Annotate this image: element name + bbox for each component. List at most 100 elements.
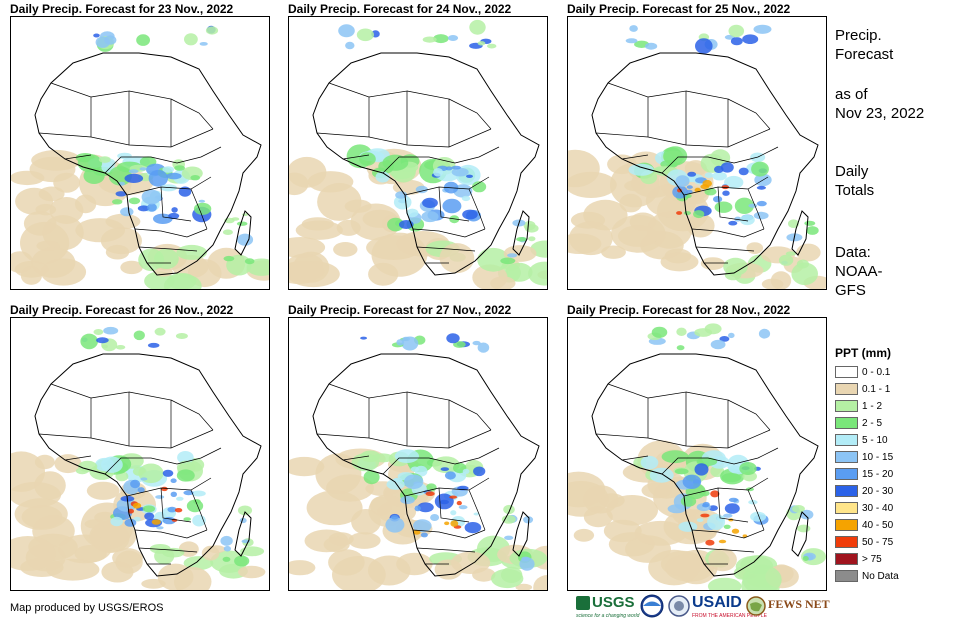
usaid-text: USAID bbox=[692, 594, 742, 611]
precip-blob bbox=[317, 182, 362, 221]
precip-blob bbox=[466, 174, 473, 178]
precip-blob bbox=[155, 495, 165, 499]
country-border bbox=[104, 156, 178, 174]
precip-blob bbox=[686, 213, 715, 238]
precip-blob bbox=[167, 272, 197, 289]
precip-blob bbox=[503, 504, 515, 515]
precip-blob bbox=[74, 194, 97, 214]
precip-blob bbox=[734, 197, 754, 214]
precip-blob bbox=[464, 522, 482, 534]
doi-logo bbox=[668, 594, 690, 622]
precip-blob bbox=[758, 328, 771, 339]
country-border bbox=[661, 156, 735, 174]
precip-blob bbox=[396, 339, 405, 346]
precip-blob bbox=[723, 513, 733, 518]
precip-blob bbox=[700, 184, 710, 190]
precip-blob bbox=[649, 467, 674, 483]
precip-blob bbox=[516, 237, 528, 242]
precip-blob bbox=[414, 505, 421, 512]
country-border bbox=[404, 477, 490, 497]
precip-blob bbox=[425, 483, 437, 492]
map-credit: Map produced by USGS/EROS bbox=[10, 602, 164, 614]
precip-blob bbox=[115, 345, 126, 350]
legend-swatch bbox=[835, 383, 858, 395]
precip-blob bbox=[238, 565, 266, 579]
panel-title: Daily Precip. Forecast for 28 Nov., 2022 bbox=[567, 303, 791, 317]
precip-blob bbox=[367, 555, 411, 586]
precip-blob bbox=[724, 503, 740, 514]
precip-blob bbox=[35, 203, 57, 216]
precip-blob bbox=[148, 169, 168, 187]
precip-blob bbox=[124, 518, 137, 527]
country-border bbox=[448, 399, 492, 431]
precip-blob bbox=[110, 516, 123, 527]
forecast-panel-2: Daily Precip. Forecast for 24 Nov., 2022 bbox=[288, 2, 548, 292]
precip-blob bbox=[433, 34, 449, 44]
precip-blob bbox=[223, 255, 235, 262]
precip-blob bbox=[806, 226, 819, 235]
precip-blob bbox=[568, 221, 613, 256]
precip-blob bbox=[444, 521, 450, 526]
country-border bbox=[406, 391, 450, 448]
country-border bbox=[454, 146, 500, 164]
africa-coastline bbox=[312, 353, 540, 577]
precip-field bbox=[11, 25, 269, 289]
side-data: Data: NOAA- GFS bbox=[835, 243, 883, 300]
precip-blob bbox=[301, 217, 334, 231]
precip-blob bbox=[132, 502, 142, 509]
legend-swatch bbox=[835, 570, 858, 582]
precip-blob bbox=[675, 175, 690, 188]
precip-blob bbox=[449, 495, 458, 499]
precip-blob bbox=[739, 214, 755, 226]
precip-blob bbox=[186, 499, 204, 513]
precip-blob bbox=[120, 207, 134, 217]
precip-blob bbox=[778, 254, 794, 266]
precip-blob bbox=[461, 195, 471, 202]
usaid-logo: USAID FROM THE AMERICAN PEOPLE bbox=[692, 594, 767, 622]
precip-blob bbox=[166, 172, 182, 180]
precip-blob bbox=[112, 548, 143, 568]
precip-blob bbox=[193, 202, 212, 215]
precip-blob bbox=[660, 160, 678, 169]
precip-blob bbox=[704, 188, 717, 196]
country-border bbox=[160, 186, 192, 222]
precip-blob bbox=[133, 516, 141, 522]
precip-blob bbox=[528, 261, 547, 286]
precip-blob bbox=[500, 257, 516, 265]
precip-blob bbox=[676, 345, 685, 351]
country-border bbox=[176, 447, 222, 465]
precip-blob bbox=[445, 166, 453, 171]
legend-swatch bbox=[835, 434, 858, 446]
panel-title: Daily Precip. Forecast for 27 Nov., 2022 bbox=[288, 303, 512, 317]
legend-label: 5 - 10 bbox=[862, 435, 888, 446]
africa-coastline bbox=[591, 52, 819, 276]
precip-blob bbox=[199, 42, 208, 46]
country-border bbox=[733, 146, 779, 164]
precip-blob bbox=[720, 162, 734, 173]
precip-blob bbox=[198, 199, 206, 203]
precip-blob bbox=[724, 175, 744, 189]
country-border bbox=[328, 82, 370, 137]
precip-blob bbox=[153, 213, 173, 224]
precip-blob bbox=[469, 19, 486, 35]
precip-blob bbox=[31, 247, 76, 278]
country-border bbox=[647, 391, 687, 446]
country-border bbox=[50, 383, 92, 438]
precip-blob bbox=[515, 583, 533, 590]
country-border bbox=[328, 383, 370, 438]
precip-blob bbox=[796, 243, 821, 262]
precip-blob bbox=[410, 466, 420, 472]
legend-swatch bbox=[835, 451, 858, 463]
country-border bbox=[382, 457, 456, 475]
precip-blob bbox=[11, 481, 61, 509]
precip-blob bbox=[728, 332, 735, 339]
precip-blob bbox=[694, 463, 709, 476]
country-border bbox=[448, 98, 492, 130]
precip-blob bbox=[756, 200, 767, 207]
precip-blob bbox=[326, 474, 374, 502]
precip-field bbox=[289, 333, 547, 590]
precip-blob bbox=[77, 154, 103, 173]
precip-blob bbox=[462, 209, 478, 220]
precip-blob bbox=[453, 341, 466, 348]
precip-blob bbox=[116, 498, 137, 512]
